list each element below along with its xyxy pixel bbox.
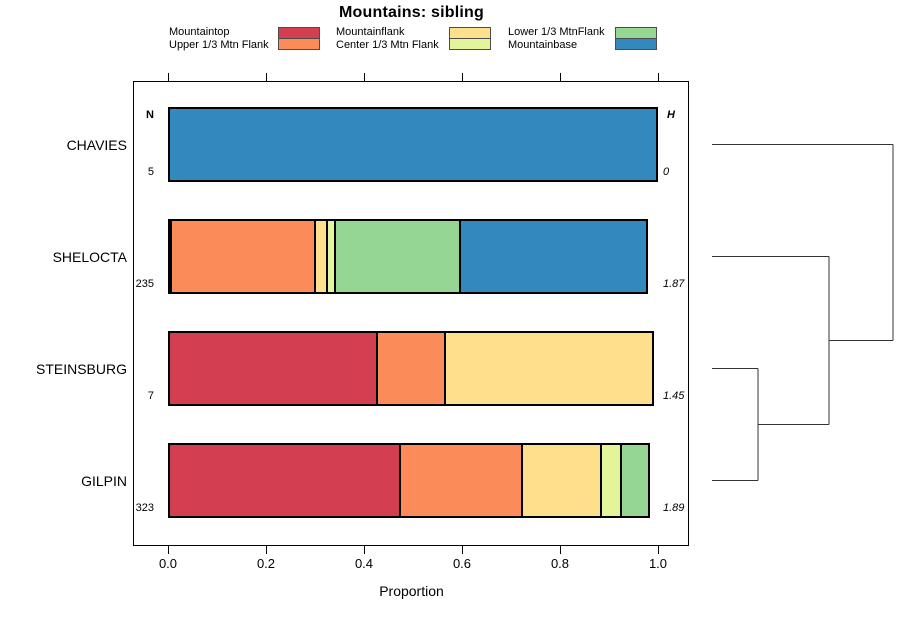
h-value: 1.89: [663, 502, 685, 514]
bar-segment-mountaintop: [168, 331, 378, 406]
bar-shelocta: [168, 219, 658, 294]
x-tick-top: [560, 73, 561, 81]
plot-area: [133, 81, 689, 546]
legend-label-upper-1-3-mtn-flank: Upper 1/3 Mtn Flank: [169, 39, 269, 51]
bar-segment-lower-1-3-mtnflank: [333, 219, 462, 294]
legend-swatch-mountainbase: [615, 38, 657, 50]
x-tick-top: [462, 73, 463, 81]
bar-segment-mountainflank: [520, 443, 602, 518]
n-value: 7: [147, 390, 154, 402]
x-tick-label: 0.2: [256, 556, 276, 571]
n-column-header: N: [146, 109, 154, 121]
bar-gilpin: [168, 443, 658, 518]
x-axis-title: Proportion: [379, 583, 444, 599]
x-tick-bottom: [658, 546, 659, 554]
bar-steinsburg: [168, 331, 658, 406]
x-tick-top: [266, 73, 267, 81]
x-tick-label: 0.4: [354, 556, 374, 571]
x-tick-bottom: [364, 546, 365, 554]
row-label-steinsburg: STEINSBURG: [35, 360, 127, 377]
bar-segment-mountainbase: [168, 107, 658, 182]
chart-title: Mountains: sibling: [339, 4, 484, 21]
legend-swatches-col-3: [615, 27, 657, 50]
bar-segment-upper-1-3-mtn-flank: [170, 219, 316, 294]
legend-labels-col-1: Mountaintop Upper 1/3 Mtn Flank: [169, 26, 269, 52]
legend-labels-col-3: Lower 1/3 MtnFlank Mountainbase: [508, 26, 605, 52]
bar-segment-mountainbase: [459, 219, 648, 294]
row-label-gilpin: GILPIN: [81, 472, 127, 489]
x-tick-label: 1.0: [648, 556, 668, 571]
x-tick-bottom: [168, 546, 169, 554]
bar-segment-lower-1-3-mtnflank: [620, 443, 650, 518]
legend-swatch-center-1-3-mtn-flank: [449, 38, 491, 50]
row-label-shelocta: SHELOCTA: [52, 248, 127, 265]
n-value: 323: [135, 502, 154, 514]
legend-labels-col-2: Mountainflank Center 1/3 Mtn Flank: [336, 26, 439, 52]
x-tick-top: [168, 73, 169, 81]
x-tick-bottom: [266, 546, 267, 554]
legend-label-lower-1-3-mtnflank: Lower 1/3 MtnFlank: [508, 26, 605, 38]
bar-chavies: [168, 107, 658, 182]
legend-swatches-col-2: [449, 27, 491, 50]
x-tick-top: [364, 73, 365, 81]
x-tick-label: 0.0: [158, 556, 178, 571]
legend-label-mountainbase: Mountainbase: [508, 39, 578, 51]
h-column-header: H: [667, 109, 675, 121]
n-value: 5: [147, 166, 154, 178]
bar-segment-center-1-3-mtn-flank: [599, 443, 623, 518]
x-tick-bottom: [560, 546, 561, 554]
x-tick-top: [658, 73, 659, 81]
legend-label-mountainflank: Mountainflank: [336, 26, 405, 38]
legend-swatch-upper-1-3-mtn-flank: [278, 38, 320, 50]
bar-segment-mountaintop: [168, 443, 401, 518]
bar-segment-upper-1-3-mtn-flank: [398, 443, 523, 518]
n-value: 235: [135, 278, 154, 290]
x-tick-label: 0.8: [550, 556, 570, 571]
x-tick-bottom: [462, 546, 463, 554]
x-tick-label: 0.6: [452, 556, 472, 571]
h-value: 1.87: [663, 278, 685, 290]
bar-segment-mountainflank: [443, 331, 654, 406]
h-value: 1.45: [663, 390, 685, 402]
bar-segment-upper-1-3-mtn-flank: [376, 331, 446, 406]
legend-label-center-1-3-mtn-flank: Center 1/3 Mtn Flank: [336, 39, 439, 51]
row-label-chavies: CHAVIES: [66, 136, 127, 153]
legend-label-mountaintop: Mountaintop: [169, 26, 230, 38]
legend-swatches-col-1: [278, 27, 320, 50]
h-value: 0: [663, 166, 670, 178]
